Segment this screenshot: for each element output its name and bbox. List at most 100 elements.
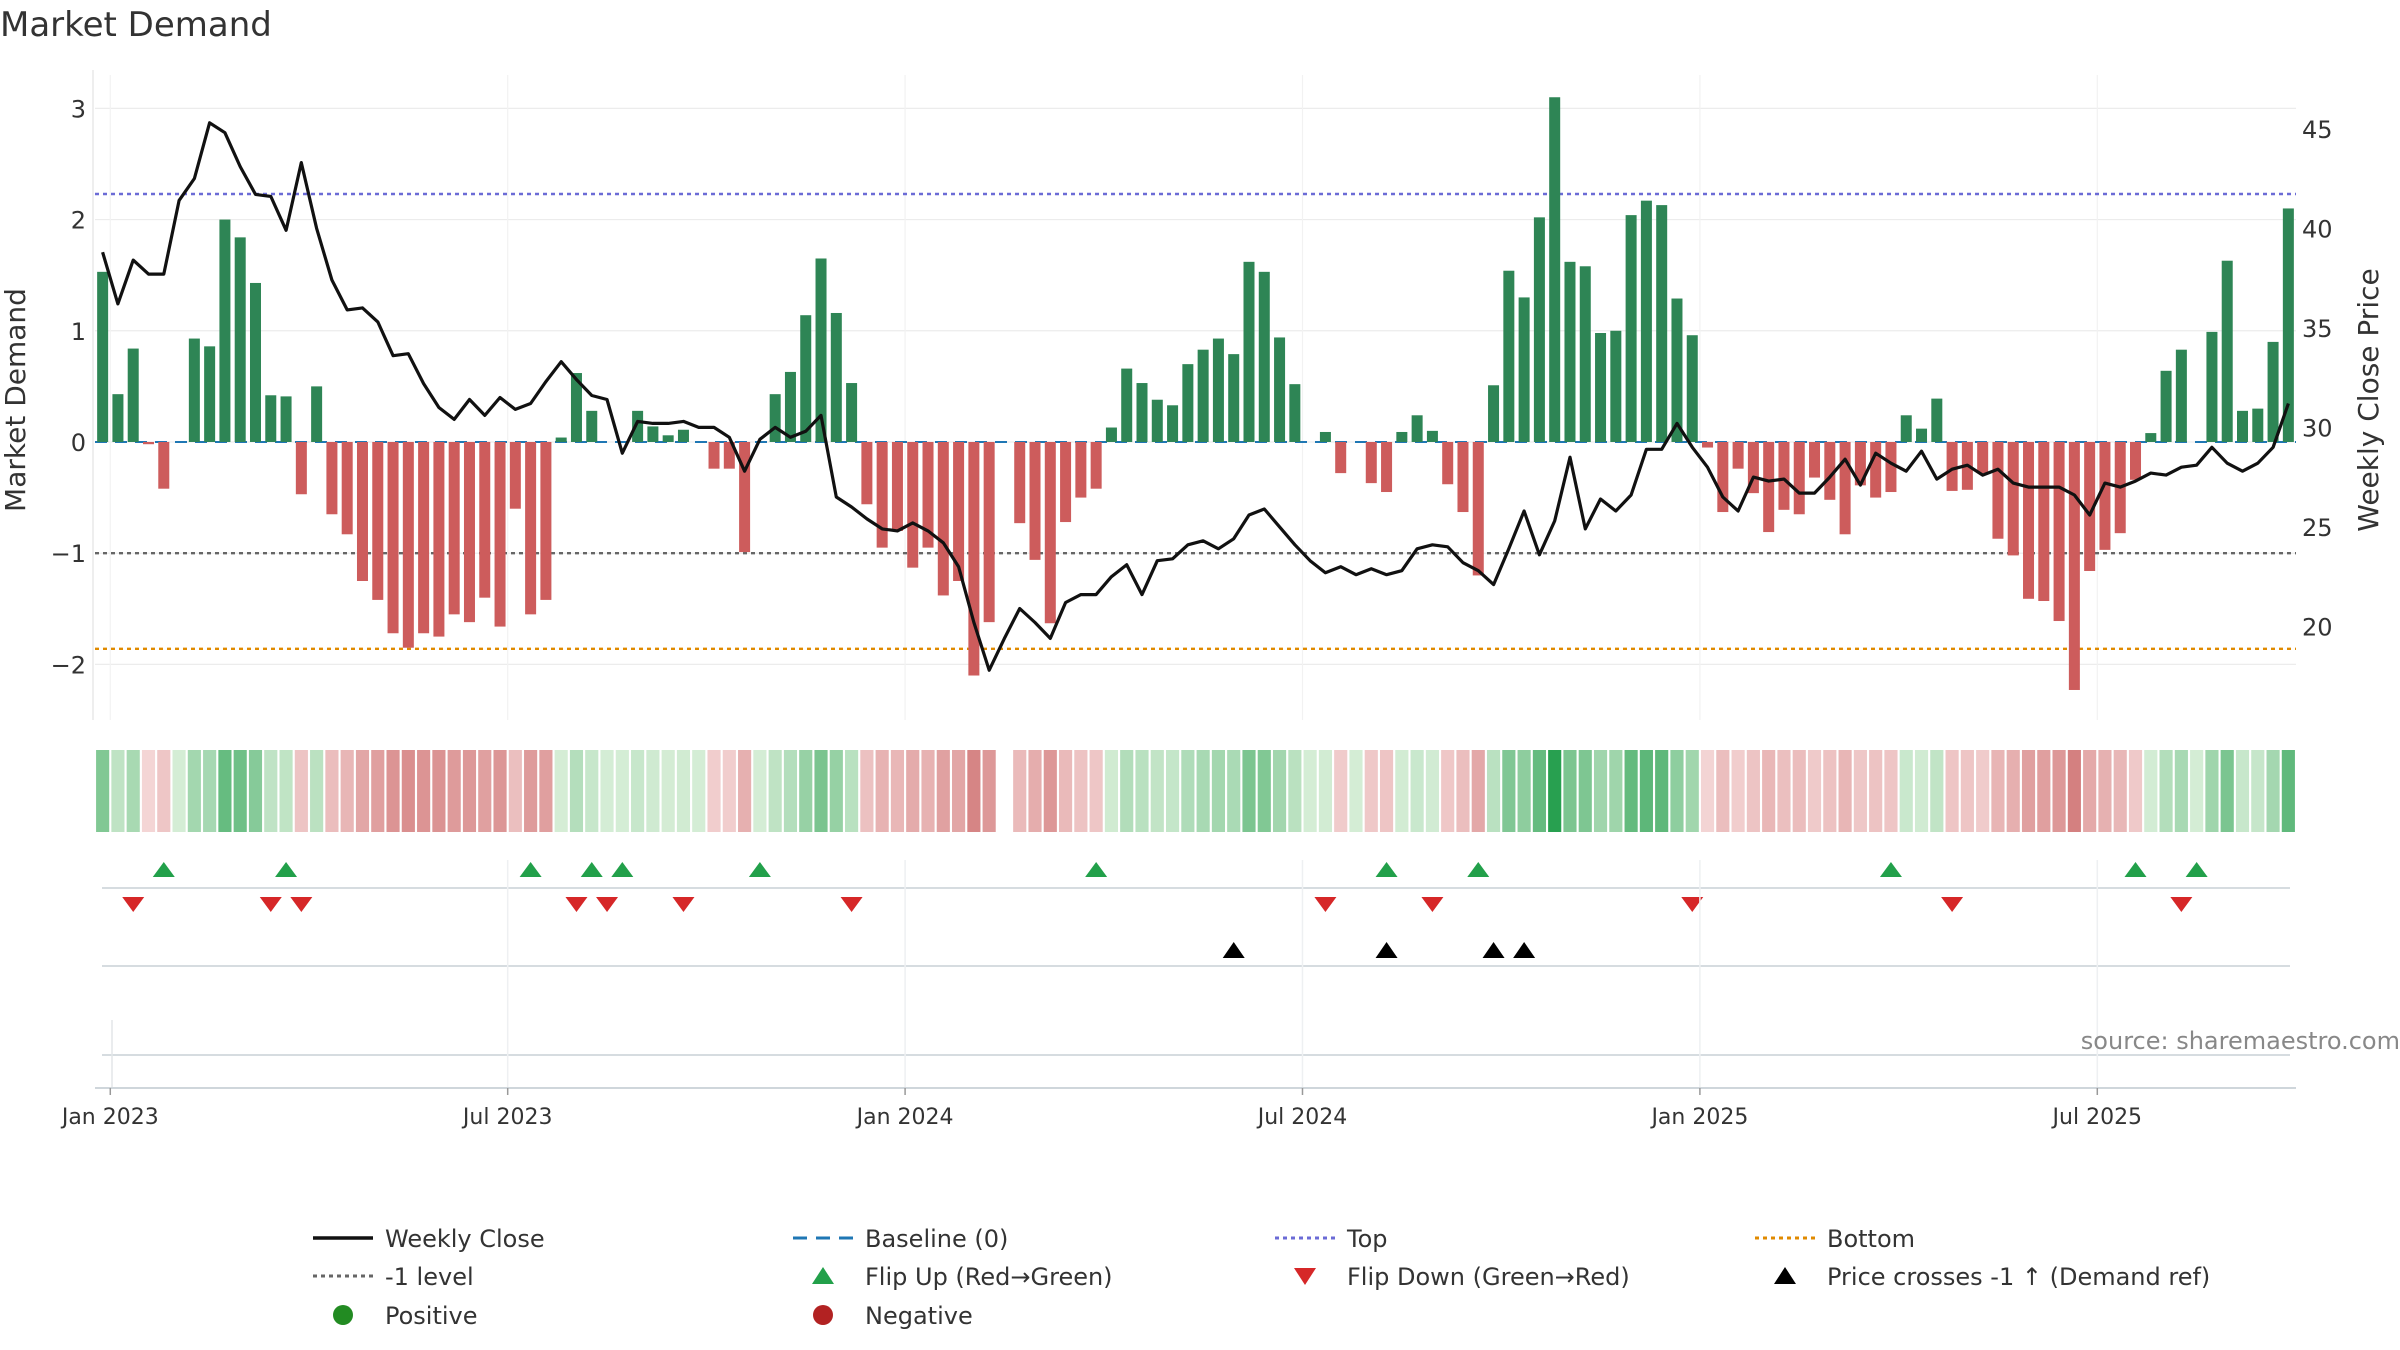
demand-bar	[1426, 430, 1438, 442]
flip-up-marker	[2185, 862, 2208, 877]
demand-bar	[1396, 431, 1408, 442]
demand-bar	[784, 371, 796, 442]
heat-cell	[1838, 750, 1852, 832]
flip-up-marker	[152, 862, 175, 877]
x-tick-label: Jul 2024	[1256, 1105, 1348, 1130]
flip-down-marker	[1421, 897, 1444, 912]
heat-cell	[1211, 750, 1225, 832]
demand-bar	[2282, 208, 2294, 442]
heat-cell	[906, 750, 920, 832]
demand-bar	[1763, 441, 1775, 533]
heat-cell	[1288, 750, 1302, 832]
heat-cell	[432, 750, 446, 832]
heat-cell	[1884, 750, 1898, 832]
legend-swatch	[1774, 1267, 1796, 1284]
heat-cell	[1227, 750, 1241, 832]
demand-bar	[815, 258, 827, 442]
heat-cell	[1853, 750, 1867, 832]
demand-bar	[1289, 384, 1301, 442]
heat-cell	[1303, 750, 1317, 832]
demand-bar	[249, 282, 261, 442]
right-axis-label: Weekly Close Price	[2352, 268, 2385, 531]
legend-label: Positive	[385, 1302, 478, 1330]
x-tick-label: Jul 2025	[2051, 1105, 2143, 1130]
heat-cell	[1976, 750, 1990, 832]
legend-swatch	[1294, 1268, 1316, 1285]
heat-cell	[1670, 750, 1684, 832]
demand-bar	[311, 386, 323, 442]
demand-bar	[1839, 441, 1851, 535]
demand-bar	[1472, 441, 1484, 576]
reference-lines	[95, 192, 2296, 651]
flip-down-marker	[2170, 897, 2193, 912]
demand-bar	[188, 338, 200, 442]
demand-bar	[1381, 441, 1393, 493]
flip-down-marker	[1941, 897, 1964, 912]
demand-bar	[570, 373, 582, 442]
demand-bar	[1793, 441, 1805, 515]
heat-cell	[1150, 750, 1164, 832]
demand-bar	[907, 441, 919, 568]
heat-cell	[1074, 750, 1088, 832]
price-cross-panel	[102, 942, 2290, 967]
heat-cell	[1089, 750, 1103, 832]
demand-bar	[525, 441, 537, 615]
heat-cell	[1257, 750, 1271, 832]
heat-cell	[1593, 750, 1608, 832]
flip-up-marker	[2124, 862, 2147, 877]
x-tick-label: Jul 2023	[461, 1105, 553, 1130]
demand-bar	[1518, 297, 1530, 442]
flip-up-marker	[580, 862, 603, 877]
legend-label: Baseline (0)	[865, 1225, 1008, 1253]
left-tick-label: 0	[71, 429, 86, 457]
demand-bar	[97, 271, 109, 442]
legend-label: Flip Up (Red→Green)	[865, 1263, 1113, 1291]
demand-bar	[2007, 441, 2019, 556]
empty-panel	[102, 860, 2290, 1088]
demand-bar	[1564, 261, 1576, 442]
demand-bar	[142, 441, 154, 445]
heat-cell	[1807, 750, 1822, 832]
price-cross-marker	[1482, 942, 1505, 958]
demand-bar	[1747, 441, 1759, 494]
demand-bar	[1579, 266, 1591, 442]
demand-bar	[540, 441, 552, 600]
demand-bar	[1136, 383, 1148, 442]
heat-cell	[890, 750, 905, 832]
demand-bar	[265, 395, 277, 442]
demand-bar	[509, 441, 521, 509]
flip-up-marker	[611, 862, 634, 877]
heat-cell	[1716, 750, 1730, 832]
demand-bar	[127, 348, 139, 442]
demand-bar	[2023, 441, 2035, 599]
heat-cell	[1685, 750, 1699, 832]
heat-cell	[707, 750, 721, 832]
heat-cell	[1059, 750, 1073, 832]
demand-bar	[1778, 441, 1790, 510]
demand-bar	[2099, 441, 2111, 550]
legend-swatch	[813, 1305, 833, 1325]
demand-bar	[463, 441, 475, 623]
flip-up-marker	[275, 862, 298, 877]
price-cross-marker	[1222, 942, 1245, 958]
heat-cell	[615, 750, 629, 832]
heat-cell	[569, 750, 584, 832]
heat-cell	[340, 750, 354, 832]
demand-bar	[1533, 217, 1545, 442]
demand-bar	[1824, 441, 1836, 500]
heat-cell	[2281, 750, 2295, 832]
heat-cell	[600, 750, 614, 832]
right-axis: 45 40 35 30 25 20	[2302, 116, 2333, 642]
demand-bar	[280, 396, 292, 442]
demand-bar	[219, 219, 231, 442]
demand-bar	[356, 441, 368, 581]
flip-down-marker	[565, 897, 588, 912]
demand-bar	[846, 383, 858, 442]
left-tick-label: 3	[71, 95, 86, 123]
flip-up-marker	[519, 862, 542, 877]
flip-up-marker	[1467, 862, 1490, 877]
demand-bar	[2084, 441, 2096, 571]
heat-cell	[1746, 750, 1760, 832]
heat-cell	[233, 750, 247, 832]
demand-bar	[1595, 333, 1607, 442]
